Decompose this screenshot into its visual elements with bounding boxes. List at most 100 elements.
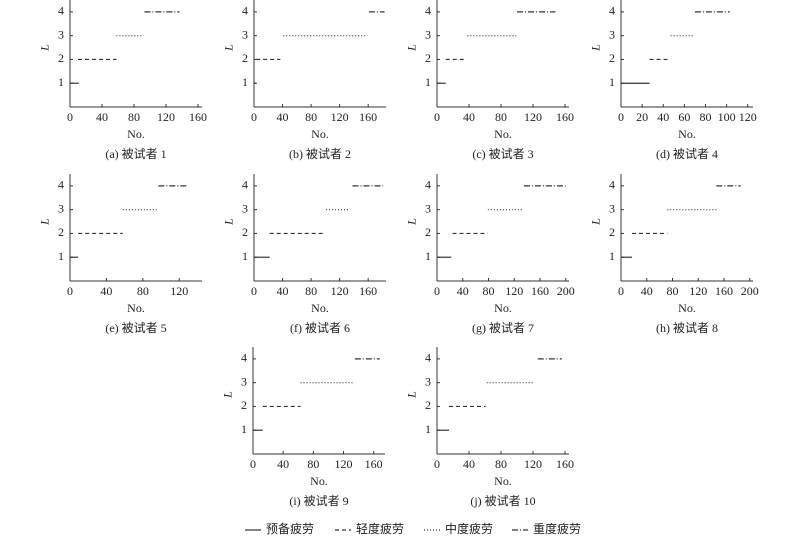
caption: (i) 被试者 9 — [289, 493, 348, 508]
x-tick-label: 0 — [434, 457, 440, 471]
x-tick-label: 120 — [739, 110, 757, 124]
x-tick-label: 80 — [307, 457, 319, 471]
y-tick-label: 4 — [425, 351, 431, 365]
y-tick-label: 3 — [425, 27, 431, 41]
caption: (d) 被试者 4 — [656, 146, 718, 161]
x-tick-label: 80 — [495, 110, 507, 124]
y-tick-label: 4 — [609, 4, 615, 18]
x-tick-label: 80 — [495, 457, 507, 471]
y-tick-label: 4 — [242, 4, 248, 18]
x-tick-label: 120 — [335, 457, 353, 471]
y-tick-label: 4 — [58, 178, 64, 192]
caption: (f) 被试者 6 — [290, 320, 350, 335]
x-tick-label: 0 — [434, 284, 440, 298]
y-tick-label: 2 — [242, 51, 248, 65]
x-axis-label: No. — [311, 301, 329, 315]
x-tick-label: 160 — [556, 457, 574, 471]
y-axis-label: L — [38, 44, 52, 52]
x-tick-label: 40 — [457, 284, 469, 298]
y-tick-label: 1 — [425, 249, 431, 263]
y-axis-label: L — [222, 44, 236, 52]
y-tick-label: 1 — [425, 422, 431, 436]
caption: (e) 被试者 5 — [105, 320, 166, 335]
y-axis-label: L — [38, 218, 52, 226]
caption: (a) 被试者 1 — [105, 146, 166, 161]
legend-label: 预备疲劳 — [266, 521, 314, 536]
y-tick-label: 1 — [609, 249, 615, 263]
x-tick-label: 120 — [170, 284, 188, 298]
x-tick-label: 0 — [250, 457, 256, 471]
y-tick-label: 1 — [58, 75, 64, 89]
x-tick-label: 200 — [557, 284, 575, 298]
y-tick-label: 1 — [242, 75, 248, 89]
x-axis-label: No. — [127, 127, 145, 141]
x-tick-label: 120 — [524, 110, 542, 124]
x-tick-label: 80 — [305, 110, 317, 124]
x-axis-label: No. — [678, 127, 696, 141]
x-axis-label: No. — [311, 127, 329, 141]
y-tick-label: 2 — [242, 225, 248, 239]
y-tick-label: 2 — [425, 51, 431, 65]
x-tick-label: 40 — [100, 284, 112, 298]
y-tick-label: 4 — [609, 178, 615, 192]
x-tick-label: 200 — [741, 284, 759, 298]
x-axis-label: No. — [310, 474, 328, 488]
y-tick-label: 4 — [425, 178, 431, 192]
x-tick-label: 40 — [277, 110, 289, 124]
y-axis-label: L — [589, 44, 603, 52]
x-tick-label: 120 — [505, 284, 523, 298]
x-tick-label: 120 — [689, 284, 707, 298]
caption: (h) 被试者 8 — [656, 320, 718, 335]
y-tick-label: 2 — [58, 225, 64, 239]
y-tick-label: 4 — [241, 351, 247, 365]
y-tick-label: 3 — [425, 374, 431, 388]
legend: 预备疲劳 轻度疲劳 中度疲劳 重度疲劳 — [245, 521, 581, 536]
x-tick-label: 40 — [463, 457, 475, 471]
legend-label: 中度疲劳 — [445, 521, 493, 536]
y-tick-label: 2 — [609, 225, 615, 239]
x-tick-label: 80 — [305, 284, 317, 298]
y-axis-label: L — [405, 218, 419, 226]
y-tick-label: 3 — [242, 27, 248, 41]
x-tick-label: 160 — [531, 284, 549, 298]
x-tick-label: 160 — [359, 110, 377, 124]
x-tick-label: 40 — [277, 284, 289, 298]
x-tick-label: 160 — [189, 110, 207, 124]
y-tick-label: 3 — [242, 201, 248, 215]
x-tick-label: 0 — [251, 110, 257, 124]
y-axis-label: L — [405, 44, 419, 52]
x-tick-label: 0 — [251, 284, 257, 298]
x-tick-label: 120 — [331, 284, 349, 298]
x-tick-label: 80 — [137, 284, 149, 298]
y-axis-label: L — [589, 218, 603, 226]
y-tick-label: 1 — [242, 249, 248, 263]
x-tick-label: 0 — [67, 284, 73, 298]
y-tick-label: 4 — [242, 178, 248, 192]
x-tick-label: 80 — [128, 110, 140, 124]
x-tick-label: 40 — [277, 457, 289, 471]
x-tick-label: 40 — [463, 110, 475, 124]
y-tick-label: 1 — [241, 422, 247, 436]
y-tick-label: 1 — [425, 75, 431, 89]
y-tick-label: 1 — [58, 249, 64, 263]
y-tick-label: 2 — [425, 398, 431, 412]
y-tick-label: 2 — [58, 51, 64, 65]
x-tick-label: 40 — [96, 110, 108, 124]
x-tick-label: 80 — [699, 110, 711, 124]
x-tick-label: 0 — [67, 110, 73, 124]
x-tick-label: 120 — [524, 457, 542, 471]
legend-label: 重度疲劳 — [533, 521, 581, 536]
x-tick-label: 160 — [359, 284, 377, 298]
y-tick-label: 2 — [425, 225, 431, 239]
x-tick-label: 40 — [641, 284, 653, 298]
x-axis-label: No. — [494, 474, 512, 488]
x-tick-label: 0 — [618, 110, 624, 124]
